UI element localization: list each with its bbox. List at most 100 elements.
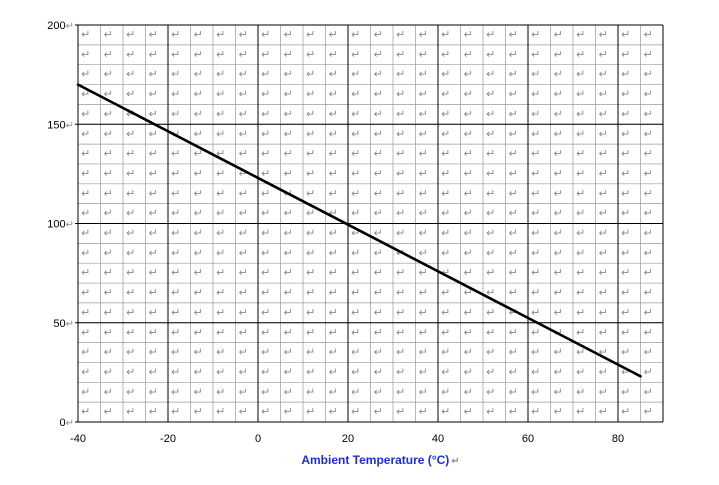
cell-mark-icon: ↵ [419,227,428,240]
cell-mark-icon: ↵ [171,28,180,41]
cell-mark-icon: ↵ [419,167,428,180]
cell-mark-icon: ↵ [261,266,270,279]
x-axis-title-text: Ambient Temperature (°C) [301,453,449,467]
cell-mark-icon: ↵ [509,227,518,240]
cell-mark-icon: ↵ [126,48,135,61]
cell-mark-icon: ↵ [576,346,585,359]
cell-mark-icon: ↵ [464,147,473,160]
cell-mark-icon: ↵ [509,246,518,259]
cell-mark-icon: ↵ [486,107,495,120]
cell-mark-icon: ↵ [149,346,158,359]
cell-mark-icon: ↵ [171,405,180,418]
cell-mark-icon: ↵ [576,147,585,160]
cell-mark-icon: ↵ [554,107,563,120]
cell-mark-icon: ↵ [464,246,473,259]
cell-mark-icon: ↵ [531,385,540,398]
cell-mark-icon: ↵ [464,107,473,120]
cell-mark-icon: ↵ [644,147,653,160]
cell-mark-icon: ↵ [576,28,585,41]
paragraph-mark-icon: ↵ [66,220,74,231]
cell-mark-icon: ↵ [171,107,180,120]
cell-mark-icon: ↵ [576,286,585,299]
cell-mark-icon: ↵ [261,107,270,120]
x-tick-label: 0 [255,433,261,445]
cell-mark-icon: ↵ [554,246,563,259]
cell-mark-icon: ↵ [81,48,90,61]
cell-mark-icon: ↵ [239,147,248,160]
cell-mark-icon: ↵ [576,246,585,259]
cell-mark-icon: ↵ [576,127,585,140]
cell-mark-icon: ↵ [509,266,518,279]
cell-mark-icon: ↵ [351,286,360,299]
cell-mark-icon: ↵ [621,385,630,398]
cell-mark-icon: ↵ [486,88,495,101]
cell-mark-icon: ↵ [509,48,518,61]
cell-mark-icon: ↵ [419,28,428,41]
paragraph-mark-icon: ↵ [66,120,74,131]
cell-mark-icon: ↵ [329,127,338,140]
cell-mark-icon: ↵ [644,207,653,220]
cell-mark-icon: ↵ [576,405,585,418]
cell-mark-icon: ↵ [419,147,428,160]
cell-mark-icon: ↵ [329,88,338,101]
cell-mark-icon: ↵ [396,306,405,319]
cell-mark-icon: ↵ [351,385,360,398]
cell-mark-icon: ↵ [464,326,473,339]
cell-mark-icon: ↵ [81,266,90,279]
cell-mark-icon: ↵ [306,286,315,299]
cell-mark-icon: ↵ [216,107,225,120]
y-tick-label: 100↵ [47,219,74,231]
cell-mark-icon: ↵ [171,48,180,61]
cell-mark-icon: ↵ [239,68,248,81]
cell-mark-icon: ↵ [261,127,270,140]
cell-mark-icon: ↵ [81,246,90,259]
cell-mark-icon: ↵ [216,365,225,378]
cell-mark-icon: ↵ [216,88,225,101]
cell-mark-icon: ↵ [104,167,113,180]
cell-mark-icon: ↵ [441,28,450,41]
cell-mark-icon: ↵ [464,227,473,240]
cell-mark-icon: ↵ [81,187,90,200]
cell-mark-icon: ↵ [486,28,495,41]
cell-mark-icon: ↵ [216,385,225,398]
cell-mark-icon: ↵ [351,187,360,200]
cell-mark-icon: ↵ [104,266,113,279]
cell-mark-icon: ↵ [464,207,473,220]
cell-mark-icon: ↵ [216,68,225,81]
cell-mark-icon: ↵ [396,187,405,200]
cell-mark-icon: ↵ [509,385,518,398]
cell-mark-icon: ↵ [396,405,405,418]
cell-mark-icon: ↵ [306,48,315,61]
cell-mark-icon: ↵ [261,326,270,339]
cell-mark-icon: ↵ [599,187,608,200]
cell-mark-icon: ↵ [194,107,203,120]
cell-mark-icon: ↵ [419,306,428,319]
cell-mark-icon: ↵ [419,246,428,259]
cell-mark-icon: ↵ [554,167,563,180]
cell-mark-icon: ↵ [351,405,360,418]
cell-mark-icon: ↵ [554,405,563,418]
series-layer [76,83,642,378]
cell-mark-icon: ↵ [554,88,563,101]
cell-mark-icon: ↵ [194,346,203,359]
cell-mark-icon: ↵ [486,127,495,140]
cell-mark-icon: ↵ [621,107,630,120]
cell-mark-icon: ↵ [351,346,360,359]
cell-mark-icon: ↵ [486,147,495,160]
cell-mark-icon: ↵ [554,365,563,378]
cell-mark-icon: ↵ [621,326,630,339]
cell-mark-icon: ↵ [644,405,653,418]
cell-mark-icon: ↵ [621,365,630,378]
cell-mark-icon: ↵ [621,246,630,259]
cell-mark-icon: ↵ [284,127,293,140]
cell-mark-icon: ↵ [621,88,630,101]
cell-mark-icon: ↵ [576,88,585,101]
cell-mark-icon: ↵ [554,306,563,319]
paragraph-mark-icon: ↵ [66,21,74,32]
cell-mark-icon: ↵ [171,346,180,359]
cell-mark-icon: ↵ [644,326,653,339]
cell-mark-icon: ↵ [149,88,158,101]
cell-mark-icon: ↵ [329,266,338,279]
cell-mark-icon: ↵ [81,167,90,180]
cell-mark-icon: ↵ [284,167,293,180]
